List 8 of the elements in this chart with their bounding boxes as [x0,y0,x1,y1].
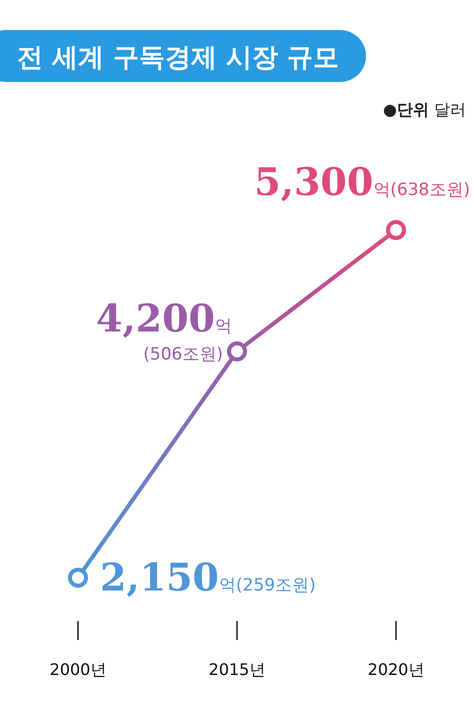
x-tick-label: 2000년 [50,660,106,679]
chart-subtitle: ●단위 달러 [382,100,466,119]
x-tick-label: 2020년 [368,660,424,679]
data-label: 5,300억(638조원) [254,159,470,204]
x-tick-label: 2015년 [208,660,266,679]
chart-title: 전 세계 구독경제 시장 규모 [16,43,340,73]
data-label: 4,200억(506조원) [96,295,232,364]
data-label: 2,150억(259조원) [100,554,316,600]
